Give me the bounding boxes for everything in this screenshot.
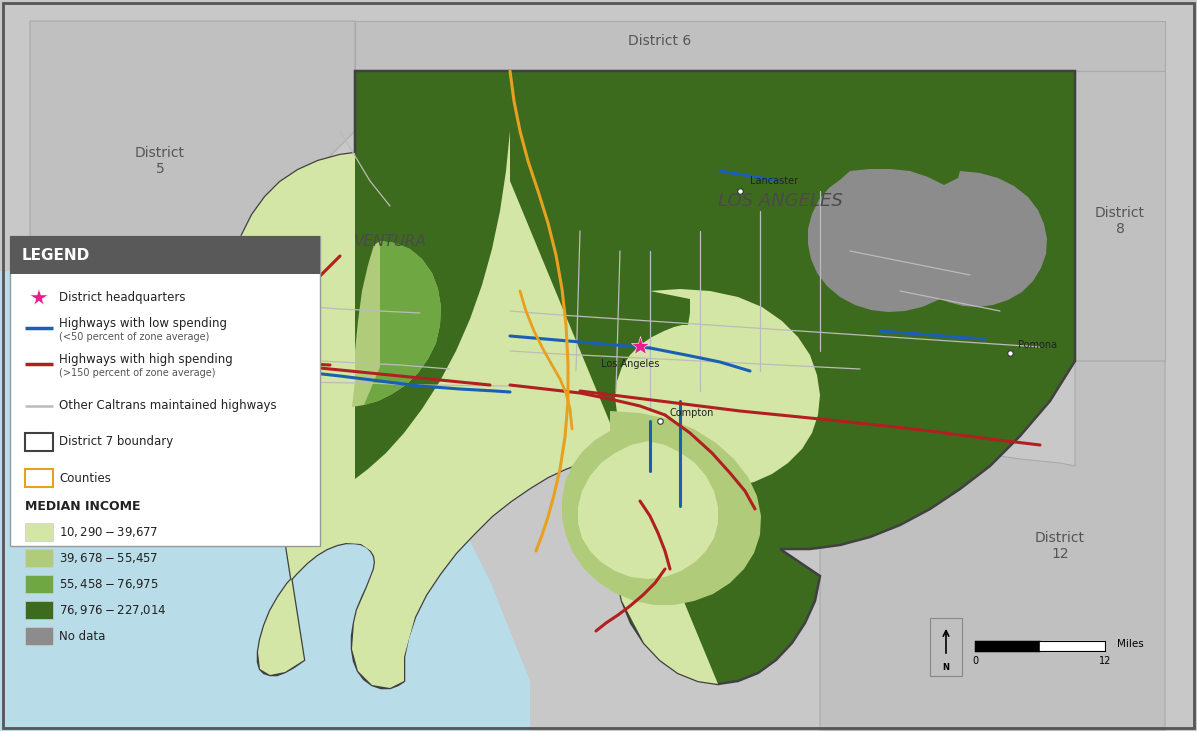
Polygon shape xyxy=(102,301,271,455)
Text: $39,678 - $55,457: $39,678 - $55,457 xyxy=(59,551,158,565)
Text: (>150 percent of zone average): (>150 percent of zone average) xyxy=(59,368,215,378)
Text: LOS ANGELES: LOS ANGELES xyxy=(718,192,843,210)
Polygon shape xyxy=(1075,71,1165,361)
Bar xyxy=(10,236,320,546)
Text: District headquarters: District headquarters xyxy=(59,290,186,303)
Polygon shape xyxy=(0,271,530,731)
Bar xyxy=(25,523,53,541)
Text: No data: No data xyxy=(59,629,105,643)
Polygon shape xyxy=(352,241,440,407)
Polygon shape xyxy=(356,21,1165,71)
Text: District
5: District 5 xyxy=(135,146,186,176)
Text: $10,290 - $39,677: $10,290 - $39,677 xyxy=(59,525,158,539)
Text: LEGEND: LEGEND xyxy=(22,248,90,262)
Polygon shape xyxy=(30,21,356,283)
Bar xyxy=(25,469,53,487)
Text: MEDIAN INCOME: MEDIAN INCOME xyxy=(25,499,140,512)
Text: Other Caltrans maintained highways: Other Caltrans maintained highways xyxy=(59,400,277,412)
Text: District 7 boundary: District 7 boundary xyxy=(59,436,174,449)
Polygon shape xyxy=(820,361,1165,731)
Text: $55,458 - $76,975: $55,458 - $76,975 xyxy=(59,577,159,591)
Bar xyxy=(25,627,53,645)
Bar xyxy=(930,618,962,676)
Text: Lancaster: Lancaster xyxy=(751,176,798,186)
Polygon shape xyxy=(808,169,978,312)
Text: Oxnard: Oxnard xyxy=(272,356,308,366)
Polygon shape xyxy=(232,71,718,688)
Bar xyxy=(10,236,320,274)
Text: 0: 0 xyxy=(972,656,978,666)
Polygon shape xyxy=(615,289,820,488)
Text: Highways with high spending: Highways with high spending xyxy=(59,354,232,366)
Text: 12: 12 xyxy=(1099,656,1111,666)
Text: Compton: Compton xyxy=(670,408,715,418)
Polygon shape xyxy=(563,411,761,605)
Bar xyxy=(25,549,53,567)
Polygon shape xyxy=(578,441,718,579)
Bar xyxy=(25,433,53,451)
Bar xyxy=(25,601,53,619)
Text: District
12: District 12 xyxy=(1035,531,1084,561)
Text: (<50 percent of zone average): (<50 percent of zone average) xyxy=(59,332,209,342)
Text: VENTURA: VENTURA xyxy=(353,233,426,249)
Polygon shape xyxy=(909,171,1047,307)
Bar xyxy=(25,575,53,593)
Text: Counties: Counties xyxy=(59,471,111,485)
Polygon shape xyxy=(364,181,518,405)
Text: Pomona: Pomona xyxy=(1017,340,1057,350)
Polygon shape xyxy=(232,71,1075,688)
Text: $76,976 - $227,014: $76,976 - $227,014 xyxy=(59,603,166,617)
Text: N: N xyxy=(942,664,949,673)
Text: District
8: District 8 xyxy=(1095,206,1146,236)
Text: Los Angeles: Los Angeles xyxy=(601,359,660,369)
Text: District 6: District 6 xyxy=(628,34,692,48)
Text: Miles: Miles xyxy=(1117,639,1144,649)
Text: Highways with low spending: Highways with low spending xyxy=(59,317,227,330)
